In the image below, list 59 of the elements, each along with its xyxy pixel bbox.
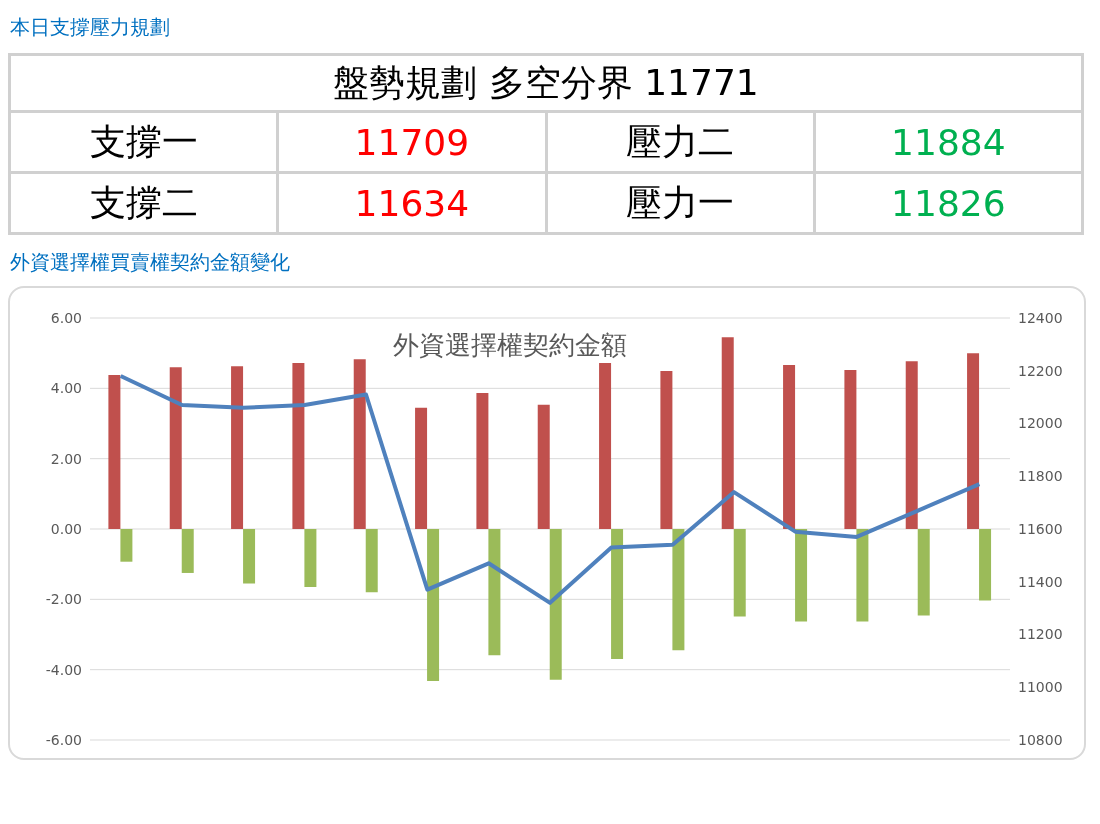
bar bbox=[660, 371, 673, 529]
y-tick-label: 0.00 bbox=[50, 520, 82, 537]
bar bbox=[108, 374, 121, 529]
bar bbox=[905, 361, 918, 529]
text: 11634 bbox=[277, 172, 546, 234]
y2-tick-label: 11400 bbox=[1018, 573, 1063, 590]
y2-tick-label: 11200 bbox=[1018, 626, 1063, 643]
y2-tick-label: 12400 bbox=[1018, 309, 1063, 326]
bar bbox=[599, 363, 612, 529]
text: 11884 bbox=[814, 111, 1083, 173]
bar bbox=[353, 359, 366, 529]
y2-tick-label: 12000 bbox=[1018, 415, 1063, 432]
y2-tick-label: 10800 bbox=[1018, 731, 1063, 748]
y-tick-label: -4.00 bbox=[45, 661, 82, 678]
bar bbox=[856, 529, 869, 622]
bar bbox=[733, 529, 746, 617]
text: 11709 bbox=[277, 111, 546, 173]
y2-tick-label: 12200 bbox=[1018, 362, 1063, 379]
text: 支撐一 bbox=[9, 111, 278, 173]
y-tick-label: 6.00 bbox=[50, 309, 82, 326]
y2-tick-label: 11600 bbox=[1018, 520, 1063, 537]
text: 盤勢規劃 多空分界 11771 bbox=[9, 54, 1083, 112]
bar bbox=[979, 529, 992, 601]
y2-tick-label: 11000 bbox=[1018, 679, 1063, 696]
bar bbox=[672, 529, 685, 651]
bar bbox=[365, 529, 378, 593]
bar bbox=[795, 529, 808, 622]
bar bbox=[967, 353, 980, 529]
bar bbox=[476, 392, 489, 529]
text: 支撐二 bbox=[9, 172, 278, 234]
bar bbox=[611, 529, 624, 660]
text: 11826 bbox=[814, 172, 1083, 234]
bar bbox=[181, 529, 194, 573]
bar bbox=[415, 407, 428, 529]
bar bbox=[304, 529, 317, 588]
line-series bbox=[118, 374, 982, 605]
text: 外資選擇權契約金額 bbox=[392, 329, 628, 362]
text: 本日支撐壓力規劃 bbox=[10, 14, 171, 41]
bar bbox=[231, 366, 244, 529]
bar bbox=[783, 365, 796, 529]
bar bbox=[537, 404, 550, 529]
bar bbox=[844, 370, 857, 529]
y-tick-label: -2.00 bbox=[45, 591, 82, 608]
y-tick-label: 2.00 bbox=[50, 450, 82, 467]
bar bbox=[427, 529, 440, 681]
bar bbox=[292, 363, 305, 529]
text: 壓力一 bbox=[546, 172, 815, 234]
bar bbox=[169, 367, 182, 529]
text: 壓力二 bbox=[546, 111, 815, 173]
y2-tick-label: 11800 bbox=[1018, 468, 1063, 485]
bar bbox=[488, 529, 501, 656]
chart-subtitle: 外資選擇權買賣權契約金額變化 bbox=[10, 249, 291, 276]
y-tick-label: -6.00 bbox=[45, 731, 82, 748]
y-tick-label: 4.00 bbox=[50, 380, 82, 397]
bar bbox=[721, 337, 734, 529]
bar bbox=[120, 529, 133, 562]
bar bbox=[917, 529, 930, 616]
bar bbox=[243, 529, 256, 584]
bar bbox=[549, 529, 562, 680]
